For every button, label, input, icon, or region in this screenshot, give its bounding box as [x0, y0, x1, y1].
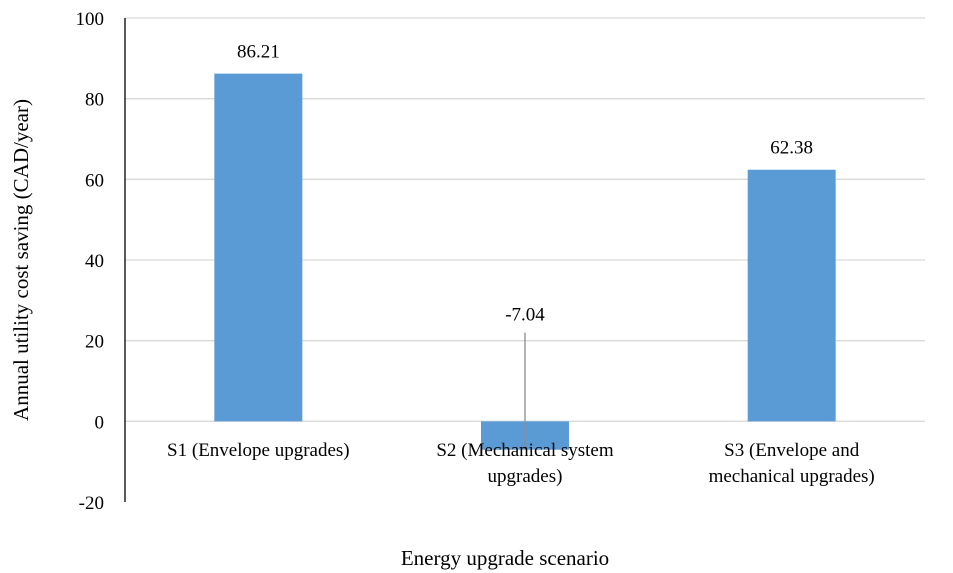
y-tick-label: 0 — [95, 412, 105, 433]
y-tick-label: 100 — [76, 9, 105, 30]
y-tick-label: 40 — [85, 251, 104, 272]
y-axis-title: Annual utility cost saving (CAD/year) — [9, 99, 33, 421]
bars — [214, 73, 836, 450]
y-tick-label: 80 — [85, 90, 104, 111]
data-labels: 86.21 -7.04 62.38 — [237, 42, 813, 326]
y-tick-label: 20 — [85, 332, 104, 353]
data-label: 62.38 — [770, 138, 813, 159]
x-axis-title: Energy upgrade scenario — [401, 546, 609, 570]
category-label: upgrades) — [488, 466, 563, 487]
y-tick-label: 60 — [85, 170, 104, 191]
category-labels: S1 (Envelope upgrades) S2 (Mechanical sys… — [167, 440, 875, 487]
category-label: S2 (Mechanical system — [436, 440, 614, 461]
category-label: S1 (Envelope upgrades) — [167, 440, 350, 461]
bar — [747, 169, 836, 422]
data-label: -7.04 — [505, 305, 545, 326]
category-label: mechanical upgrades) — [709, 466, 875, 487]
y-tick-label: -20 — [79, 493, 104, 514]
y-tick-labels: -20 0 20 40 60 80 100 — [76, 9, 105, 514]
category-label: S3 (Envelope and — [724, 440, 860, 461]
data-label: 86.21 — [237, 42, 280, 63]
bar — [214, 73, 303, 422]
